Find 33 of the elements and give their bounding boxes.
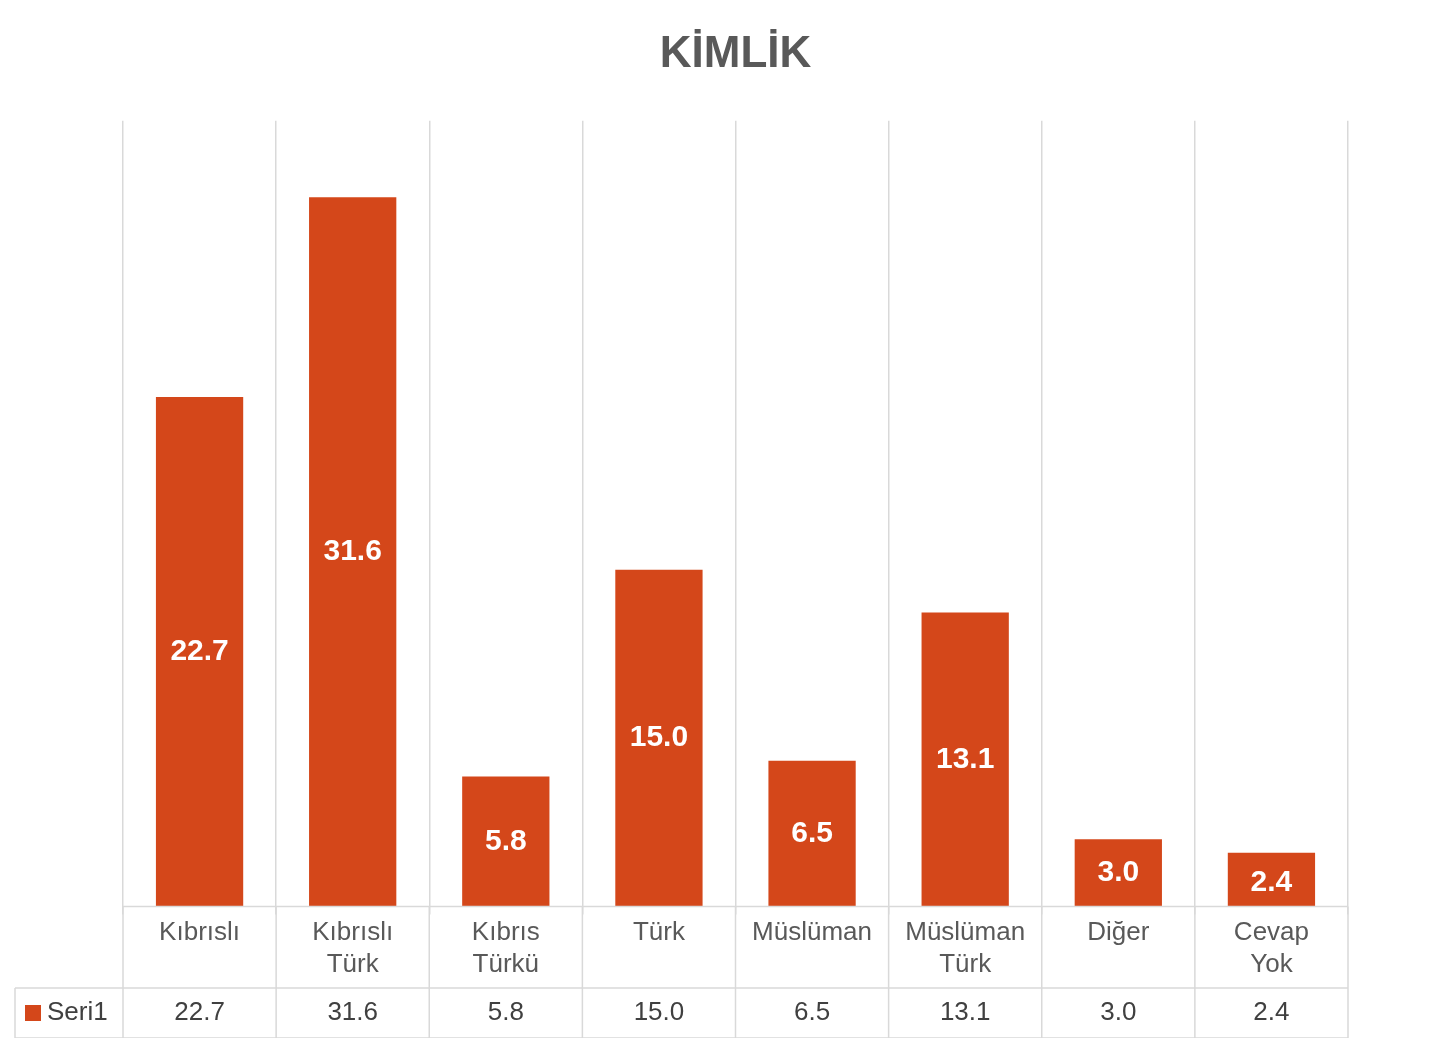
text: 15.0 [629,719,689,753]
data-label: 31.6 [327,996,378,1027]
legend-label: Seri1 [47,996,108,1027]
data-label: 3.0 [1100,996,1137,1027]
data-label: 22.7 [174,996,225,1027]
text: 6.5 [791,814,833,848]
x-tick-label: Cevap Yok [1233,916,1310,978]
bar [309,197,397,907]
text: 3.0 [1097,854,1140,888]
bar [615,569,703,907]
x-tick-label: Müslüman Türk [905,916,1026,978]
data-label: 13.1 [939,996,991,1027]
x-tick-label: Müslüman [752,916,873,947]
data-label: 6.5 [793,996,831,1027]
bar [921,612,1009,907]
data-label: 2.4 [1253,996,1290,1027]
x-tick-label: Kıbrıslı [159,916,241,947]
data-label: 15.0 [633,996,685,1027]
bar [1074,839,1162,907]
text: 2.4 [1250,863,1293,897]
text: 31.6 [323,533,382,567]
x-tick-label: Kıbrıslı Türk [312,916,394,978]
chart-title: KİMLİK [659,26,812,76]
bar [462,776,550,907]
bar [768,760,856,907]
text: 22.7 [170,633,229,667]
x-tick-label: Türk [632,916,686,947]
text: 13.1 [935,740,995,774]
x-tick-label: Kıbrıs Türkü [471,916,540,978]
text: 5.8 [484,822,527,856]
x-tick-label: Diğer [1087,916,1150,947]
data-label: 5.8 [487,996,524,1027]
bar [155,396,244,907]
